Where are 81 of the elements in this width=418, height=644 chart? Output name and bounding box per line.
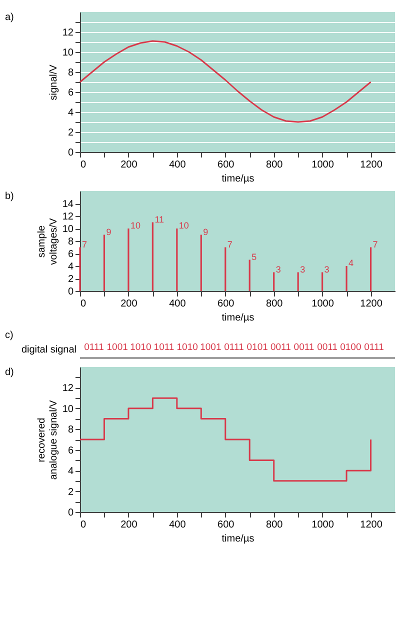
x-axis-title: time/µs bbox=[222, 312, 254, 324]
y-tick-label: 0 bbox=[68, 148, 74, 158]
y-tick-label: 12 bbox=[62, 212, 74, 222]
text: 0111 bbox=[224, 342, 244, 353]
data-label: 3 bbox=[324, 264, 330, 274]
x-tick-label: 400 bbox=[169, 298, 186, 310]
y-tick-label: 2 bbox=[68, 486, 74, 498]
y-tick-label: 6 bbox=[68, 88, 74, 98]
y-tick-label: 0 bbox=[68, 508, 74, 518]
x-tick-label: 200 bbox=[120, 160, 138, 170]
y-tick-label: 10 bbox=[62, 224, 74, 235]
y-axis-title: sample voltages/V bbox=[36, 218, 60, 265]
data-label: 7 bbox=[227, 239, 232, 250]
data-label: 10 bbox=[178, 220, 189, 230]
line-series bbox=[79, 40, 372, 123]
data-label: 4 bbox=[348, 258, 354, 268]
x-tick-label: 800 bbox=[266, 520, 284, 530]
data-label: 3 bbox=[300, 264, 306, 274]
x-tick-label: 800 bbox=[266, 298, 284, 310]
y-tick-label: 14 bbox=[62, 199, 74, 210]
y-tick-label: 8 bbox=[68, 68, 74, 78]
x-tick-label: 600 bbox=[218, 298, 235, 310]
data-label: 7 bbox=[372, 239, 378, 250]
text: 0111 bbox=[364, 342, 384, 353]
text: 0011 bbox=[270, 342, 291, 353]
y-tick-label: 2 bbox=[68, 274, 74, 285]
x-tick-label: 800 bbox=[266, 160, 284, 170]
text: 1011 bbox=[154, 342, 174, 353]
y-tick-label: 8 bbox=[68, 236, 74, 248]
x-axis-title: time/µs bbox=[222, 174, 254, 184]
text: digital signal bbox=[21, 344, 76, 356]
x-tick-label: 1000 bbox=[312, 160, 334, 170]
y-tick-label: 8 bbox=[68, 424, 74, 436]
data-label: 9 bbox=[106, 226, 112, 237]
x-tick-label: 1200 bbox=[360, 160, 383, 170]
x-axis-title: time/µs bbox=[222, 534, 254, 544]
y-tick-label: 0 bbox=[68, 286, 74, 298]
data-label: 7 bbox=[82, 239, 88, 250]
x-tick-label: 600 bbox=[218, 520, 235, 530]
x-tick-label: 1000 bbox=[312, 520, 334, 530]
text: 0011 bbox=[294, 342, 314, 353]
data-label: 5 bbox=[252, 252, 257, 262]
chart-title: b) bbox=[5, 191, 14, 202]
data-label: 9 bbox=[203, 226, 208, 237]
data-label: 10 bbox=[130, 220, 140, 230]
y-tick-label: 12 bbox=[62, 383, 74, 394]
data-label: 3 bbox=[276, 264, 281, 274]
x-tick-label: 1200 bbox=[360, 520, 383, 530]
x-tick-label: 1000 bbox=[312, 298, 334, 310]
y-tick-label: 6 bbox=[68, 445, 74, 456]
text: 0011 bbox=[317, 342, 338, 353]
y-tick-label: 4 bbox=[68, 108, 74, 118]
x-tick-label: 400 bbox=[169, 520, 186, 530]
y-tick-label: 10 bbox=[62, 48, 74, 58]
y-tick-label: 12 bbox=[62, 28, 74, 38]
y-tick-label: 10 bbox=[62, 404, 74, 415]
text: 0100 bbox=[340, 342, 362, 353]
x-tick-label: 0 bbox=[80, 520, 86, 530]
text: 1010 bbox=[130, 342, 152, 353]
y-axis-title: signal/V bbox=[48, 64, 60, 100]
x-tick-label: 0 bbox=[80, 160, 86, 170]
text: c) bbox=[5, 330, 14, 341]
text: 0111 bbox=[84, 342, 104, 353]
x-tick-label: 200 bbox=[120, 298, 138, 310]
text: 1001 bbox=[200, 342, 222, 353]
data-label: 11 bbox=[154, 214, 164, 224]
y-tick-label: 4 bbox=[68, 466, 74, 478]
y-tick-label: 4 bbox=[68, 262, 74, 272]
x-tick-label: 0 bbox=[80, 298, 86, 310]
text: 1010 bbox=[176, 342, 198, 353]
chart-title: d) bbox=[5, 367, 14, 378]
text: 1001 bbox=[106, 342, 128, 353]
text: 0101 bbox=[246, 342, 268, 353]
y-tick-label: 6 bbox=[68, 249, 74, 260]
x-tick-label: 1200 bbox=[360, 298, 383, 310]
x-tick-label: 400 bbox=[169, 160, 186, 170]
x-tick-label: 200 bbox=[120, 520, 138, 530]
chart-title: a) bbox=[5, 12, 14, 23]
y-tick-label: 2 bbox=[68, 128, 74, 138]
x-tick-label: 600 bbox=[218, 160, 235, 170]
y-axis-title: recovered analogue signal/V bbox=[36, 400, 60, 480]
